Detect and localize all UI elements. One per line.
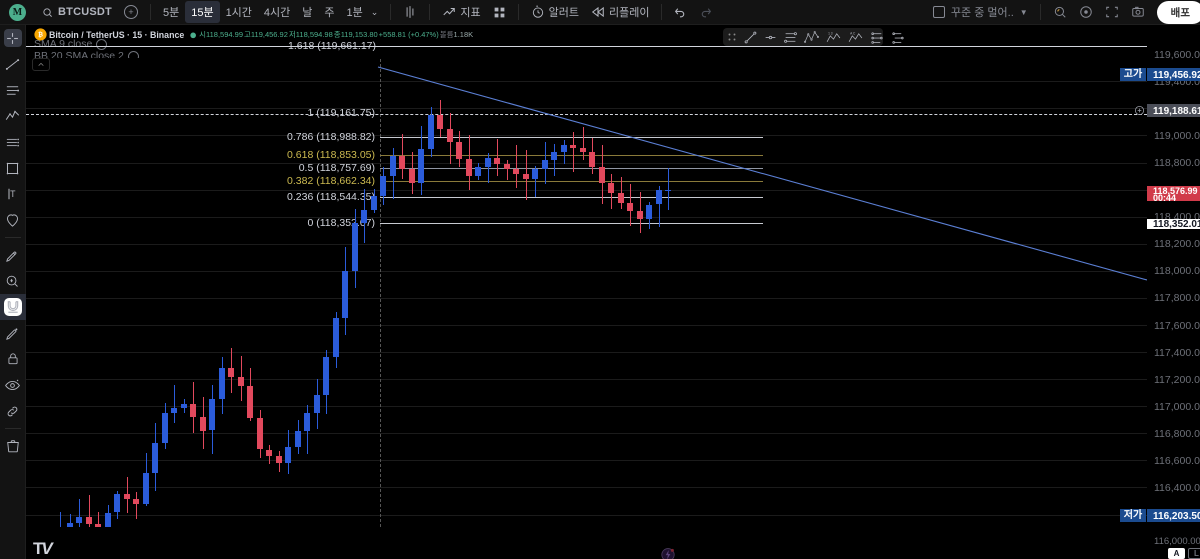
svg-text:1 3: 1 3 [828,31,833,35]
svg-text:A C: A C [850,31,856,35]
svg-text:T: T [10,189,16,199]
